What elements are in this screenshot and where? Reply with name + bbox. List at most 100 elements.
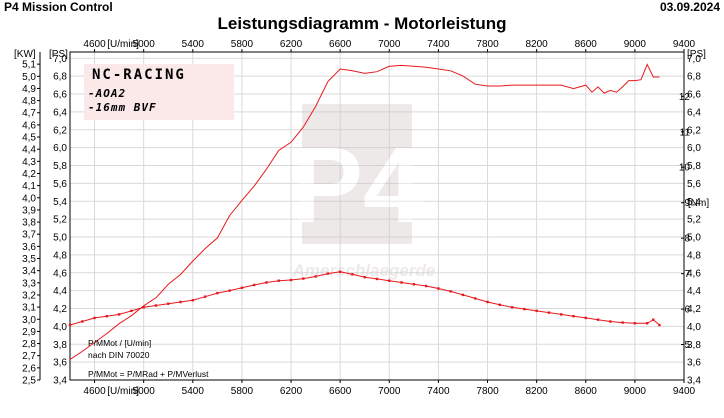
note-line-2: nach DIN 70020 xyxy=(88,350,150,360)
axes: 4600 4600 5000 5000 5400 5400 5800 5800 6200 6200… xyxy=(14,39,709,397)
ps-right-tick-label: 4,2 xyxy=(687,304,701,315)
ps-right-tick-label: 5,4 xyxy=(687,197,701,208)
torque-point xyxy=(400,281,403,284)
x-tick-label-top: 9000 xyxy=(624,39,647,50)
x-tick-label-top: 7800 xyxy=(476,39,499,50)
ps-right-tick-label: 4,8 xyxy=(687,250,701,261)
torque-point xyxy=(572,314,575,318)
torque-point xyxy=(609,320,612,323)
torque-point xyxy=(326,272,330,275)
torque-point xyxy=(363,275,366,279)
kw-tick-label: 4,8 xyxy=(22,96,36,107)
torque-point xyxy=(560,313,563,316)
x-tick-label-bottom: 8200 xyxy=(526,386,549,397)
ps-left-tick-label: 4,8 xyxy=(53,250,67,261)
kw-tick-label: 3,4 xyxy=(22,266,36,277)
notes: P/MMot / [U/min] nach DIN 70020 P/MMot =… xyxy=(88,338,209,379)
ps-left-tick-label: 7,0 xyxy=(53,54,67,65)
torque-point xyxy=(68,323,72,327)
torque-point xyxy=(142,306,145,309)
x-tick-label-bottom: 5000 xyxy=(133,386,156,397)
torque-point xyxy=(253,283,256,287)
torque-point xyxy=(449,290,452,293)
x-tick-label-bottom: 5400 xyxy=(182,386,205,397)
note-line-1: P/MMot / [U/min] xyxy=(88,338,151,348)
kw-tick-label: 3,6 xyxy=(22,242,36,253)
torque-point xyxy=(105,314,109,318)
nm-tick-label: 8 xyxy=(684,234,690,245)
info-box: NC-RACING -AOA2 -16mm BVF xyxy=(84,64,234,120)
kw-tick-label: 4,3 xyxy=(22,157,36,168)
x-tick-label-bottom: 7400 xyxy=(427,386,450,397)
torque-point xyxy=(437,287,440,290)
torque-point xyxy=(424,284,428,288)
x-tick-label-top: 7400 xyxy=(427,39,450,50)
torque-point xyxy=(474,297,477,300)
ps-left-tick-label: 3,4 xyxy=(53,376,67,387)
torque-point xyxy=(167,302,170,305)
ps-right-tick-label: 5,8 xyxy=(687,161,701,172)
torque-curve xyxy=(69,271,660,326)
ps-right-tick-label: 3,4 xyxy=(687,376,701,387)
ps-right-tick-label: 6,0 xyxy=(687,143,701,154)
app-title: P4 Mission Control xyxy=(4,0,113,14)
torque-point xyxy=(535,309,538,313)
torque-point xyxy=(388,279,391,282)
kw-tick-label: 3,1 xyxy=(22,303,36,314)
nm-tick-label: 7 xyxy=(684,269,690,280)
torque-point xyxy=(486,300,489,304)
torque-point xyxy=(314,275,317,278)
torque-point xyxy=(658,323,661,327)
torque-point xyxy=(584,316,587,320)
watermark-text: Amerschlaegerde xyxy=(292,261,436,280)
x-tick-label-bottom: 6600 xyxy=(329,386,352,397)
torque-point xyxy=(191,299,194,302)
torque-point xyxy=(596,318,600,321)
ps-right-tick-label: 6,8 xyxy=(687,72,701,83)
kw-tick-label: 2,7 xyxy=(22,351,36,362)
torque-point xyxy=(621,321,624,324)
x-tick-label-top: 5400 xyxy=(182,39,205,50)
ps-left-tick-label: 4,2 xyxy=(53,304,67,315)
kw-tick-label: 2,8 xyxy=(22,339,36,350)
note-line-3: P/MMot = P/MRad + P/MVerlust xyxy=(88,369,209,379)
ps-right-tick-label: 6,2 xyxy=(687,125,701,136)
x-unit-label-bottom: [U/min] xyxy=(107,386,139,397)
kw-tick-label: 4,6 xyxy=(22,120,36,131)
kw-tick-label: 4,7 xyxy=(22,108,36,119)
nm-tick-label: 11 xyxy=(680,127,691,138)
ps-left-tick-label: 6,8 xyxy=(53,72,67,83)
torque-point xyxy=(277,279,280,282)
kw-tick-label: 4,4 xyxy=(22,145,36,156)
x-tick-label-top: 4600 xyxy=(83,39,106,50)
ps-right-unit-label: [PS] xyxy=(687,49,706,60)
kw-tick-label: 4,0 xyxy=(22,193,36,204)
torque-point xyxy=(216,291,219,295)
x-tick-label-top: 9400 xyxy=(673,39,696,50)
torque-point xyxy=(523,307,526,311)
kw-tick-label: 4,1 xyxy=(22,181,36,192)
power-curve xyxy=(69,63,660,360)
ps-right-tick-label: 3,8 xyxy=(687,340,701,351)
watermark-logo-tile xyxy=(302,104,412,244)
info-box-line-3: -16mm BVF xyxy=(88,101,157,114)
x-tick-label-bottom: 7000 xyxy=(378,386,401,397)
x-unit-label-top: [U/min] xyxy=(107,39,139,50)
ps-left-tick-label: 4,4 xyxy=(53,286,67,297)
kw-tick-label: 3,2 xyxy=(22,290,36,301)
ps-left-tick-label: 6,0 xyxy=(53,143,67,154)
kw-tick-label: 5,0 xyxy=(22,72,36,83)
torque-point xyxy=(93,316,96,320)
torque-point xyxy=(154,304,158,307)
torque-point xyxy=(498,303,501,307)
kw-tick-label: 2,5 xyxy=(22,376,36,387)
kw-tick-label: 3,9 xyxy=(22,205,36,216)
torque-point xyxy=(240,286,244,290)
torque-point xyxy=(265,281,268,284)
ps-left-tick-label: 4,0 xyxy=(53,322,67,333)
ps-left-tick-label: 5,0 xyxy=(53,233,67,244)
date-label: 03.09.2024 xyxy=(659,0,720,14)
info-box-line-2: -AOA2 xyxy=(88,87,126,100)
ps-left-tick-label: 5,4 xyxy=(53,197,67,208)
chart-title: Leistungsdiagramm - Motorleistung xyxy=(217,14,507,33)
